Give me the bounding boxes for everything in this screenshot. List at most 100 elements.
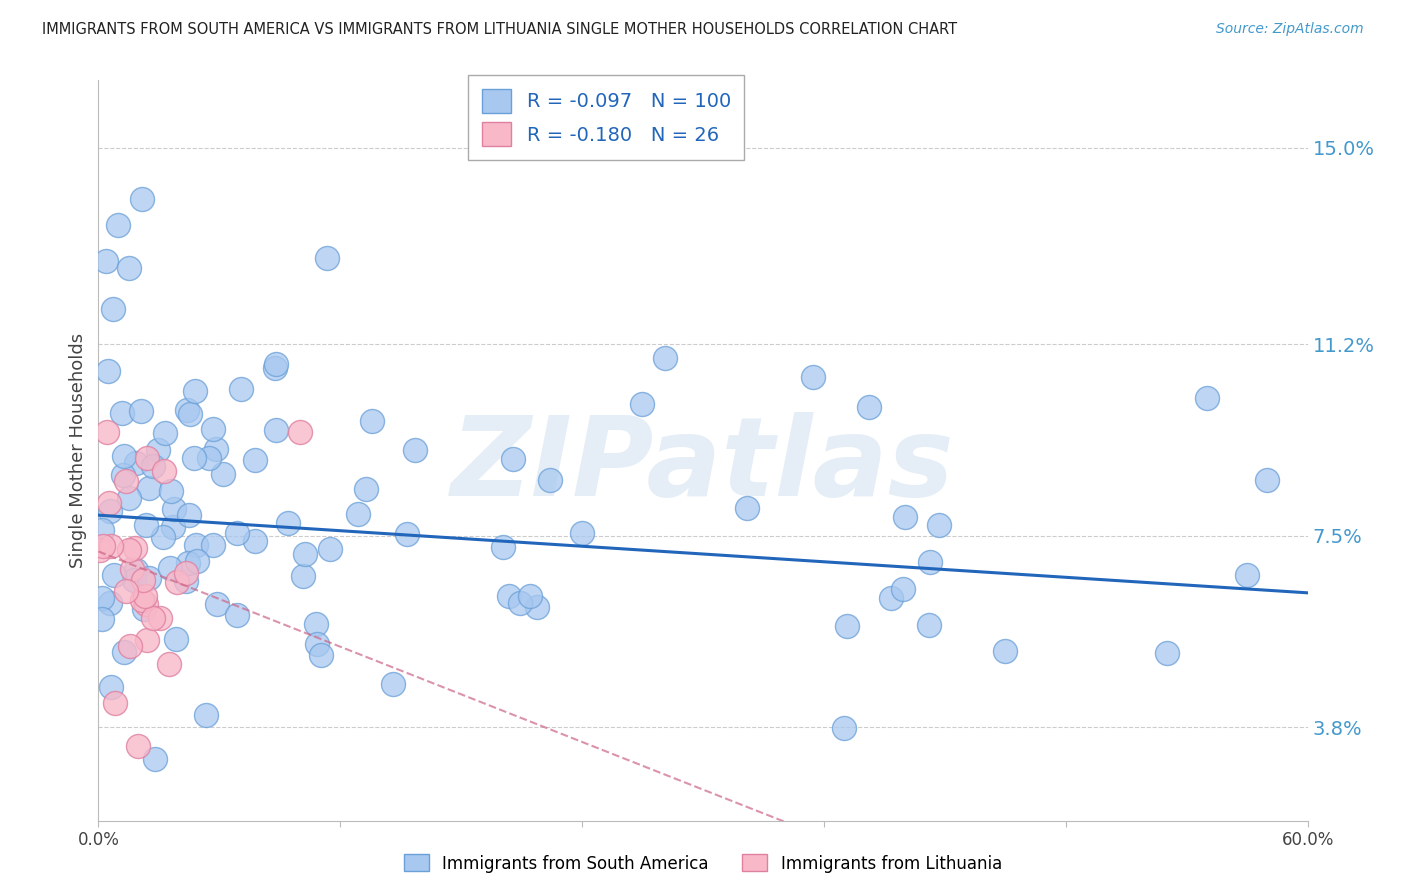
Point (125, 563, 148, 577)
Point (132, 573, 155, 587)
Point (396, 527, 419, 541)
Point (98, 504, 121, 518)
Point (502, 452, 524, 467)
Point (142, 459, 165, 474)
Point (91, 540, 114, 554)
Point (112, 468, 135, 483)
Point (207, 597, 229, 611)
Point (149, 610, 172, 624)
Point (309, 648, 332, 662)
Point (492, 541, 515, 555)
Point (277, 516, 299, 530)
Point (891, 582, 914, 596)
Point (134, 601, 156, 615)
Point (184, 384, 207, 399)
Point (184, 538, 207, 552)
Point (225, 608, 247, 623)
Point (134, 589, 156, 603)
Point (91, 591, 114, 606)
Point (129, 404, 152, 418)
Point (737, 500, 759, 515)
Point (176, 574, 198, 589)
Point (264, 423, 287, 437)
Point (91, 523, 114, 537)
Point (177, 556, 200, 570)
Point (127, 739, 149, 754)
Point (179, 408, 201, 422)
Point (509, 596, 531, 610)
Point (100, 680, 122, 694)
Point (125, 456, 148, 470)
Point (1195, 391, 1218, 405)
Point (100, 539, 122, 553)
Point (103, 567, 125, 582)
Point (880, 591, 903, 605)
Point (994, 644, 1017, 658)
Point (135, 517, 157, 532)
Point (97, 496, 120, 510)
Point (96, 425, 118, 440)
Legend: R = -0.097   N = 100, R = -0.180   N = 26: R = -0.097 N = 100, R = -0.180 N = 26 (468, 75, 744, 160)
Point (631, 397, 654, 411)
Point (176, 566, 198, 580)
Point (1156, 646, 1178, 660)
Point (176, 402, 198, 417)
Point (112, 449, 135, 463)
Point (131, 593, 153, 607)
Text: IMMIGRANTS FROM SOUTH AMERICA VS IMMIGRANTS FROM LITHUANIA SINGLE MOTHER HOUSEHO: IMMIGRANTS FROM SOUTH AMERICA VS IMMIGRA… (42, 22, 957, 37)
Point (124, 541, 146, 555)
Point (245, 533, 267, 548)
Point (538, 473, 561, 487)
Text: Source: ZipAtlas.com: Source: ZipAtlas.com (1216, 22, 1364, 37)
Point (179, 508, 201, 523)
Point (264, 357, 287, 371)
Point (118, 542, 141, 557)
Point (98, 596, 121, 610)
Point (135, 597, 157, 611)
Point (165, 632, 187, 646)
Point (315, 251, 337, 265)
Point (801, 370, 824, 384)
Point (115, 584, 138, 599)
Point (928, 518, 950, 533)
Point (498, 590, 520, 604)
Point (918, 555, 941, 569)
Point (138, 481, 160, 495)
Point (832, 721, 855, 735)
Point (212, 467, 235, 482)
Point (1256, 473, 1278, 487)
Point (162, 520, 184, 534)
Point (118, 491, 141, 506)
Point (201, 422, 224, 436)
Point (361, 414, 384, 428)
Point (163, 502, 186, 516)
Point (319, 542, 342, 557)
Point (354, 482, 377, 496)
Point (107, 219, 129, 233)
Point (152, 531, 174, 545)
Point (243, 452, 266, 467)
Point (96, 254, 118, 268)
Point (153, 464, 176, 478)
Point (654, 351, 676, 365)
Point (526, 599, 548, 614)
Point (183, 451, 205, 466)
Point (118, 260, 141, 275)
Point (148, 442, 170, 457)
Point (103, 302, 125, 317)
Point (91, 612, 114, 626)
Point (858, 400, 880, 414)
Point (198, 450, 221, 465)
Legend: Immigrants from South America, Immigrants from Lithuania: Immigrants from South America, Immigrant… (398, 847, 1008, 880)
Point (121, 561, 143, 575)
Point (135, 632, 157, 647)
Point (305, 617, 328, 632)
Point (142, 610, 165, 624)
Point (104, 696, 127, 710)
Point (120, 640, 142, 654)
Point (111, 406, 134, 420)
Point (201, 539, 224, 553)
Point (97, 364, 120, 378)
Point (346, 507, 368, 521)
Point (264, 360, 287, 375)
